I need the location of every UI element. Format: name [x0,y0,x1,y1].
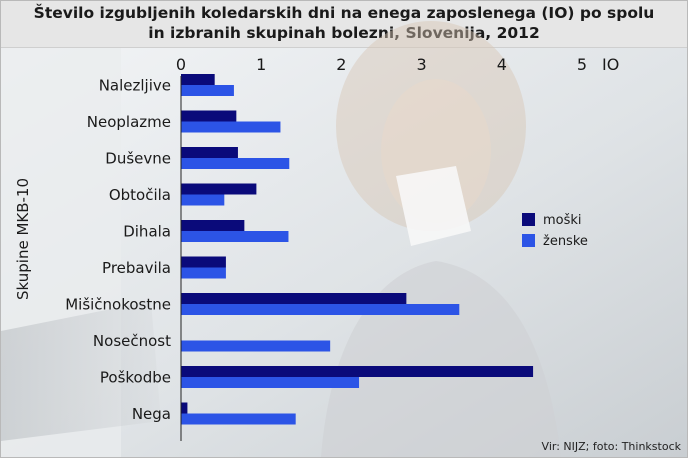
category-label: Nosečnost [93,332,171,350]
category-label: Nega [132,405,171,423]
chart-title-line-2: in izbranih skupinah bolezni, Slovenija,… [148,24,540,42]
category-label: Prebavila [102,259,171,277]
legend-label-zenske: ženske [543,234,588,249]
category-label: Poškodbe [100,369,171,387]
bar-moski [181,183,257,195]
category-label: Mišičnokostne [65,296,171,314]
x-axis-ticks: 0 1 2 3 4 5 [176,55,587,74]
source-note: Vir: NIJZ; foto: Thinkstock [541,440,681,453]
x-tick-label-2: 2 [336,55,346,74]
bar-moski [181,74,215,85]
bar-moski [181,366,534,377]
bar-zenske [181,231,289,242]
category-labels: Nalezljive Neoplazme Duševne Obtočila Dihala… [65,77,171,424]
x-tick-label-4: 4 [497,55,507,74]
chart-title-line-1: Število izgubljenih koledarskih dni na e… [33,4,655,22]
x-axis-title-group: IO [602,55,619,74]
bar-zenske [181,194,225,206]
category-label: Duševne [105,150,171,168]
bar-zenske [181,340,331,352]
bar-zenske [181,304,460,315]
bar-zenske [181,413,296,425]
x-axis-title: IO [602,55,619,74]
title-bar: Število izgubljenih koledarskih dni na e… [1,1,687,48]
bar-moski [181,293,407,304]
legend-label-moski: moški [543,213,582,228]
category-label: Nalezljive [99,77,171,95]
bar-marks [181,74,534,425]
category-label: Dihala [123,223,171,241]
bar-zenske [181,121,281,133]
x-tick-label-0: 0 [176,55,186,74]
x-tick-label-5: 5 [577,55,587,74]
bar-moski [181,402,188,414]
bar-zenske [181,377,360,388]
category-label: Neoplazme [87,113,171,131]
x-tick-label-3: 3 [417,55,427,74]
y-axis-title-group: Skupine MKB-10 [14,178,32,300]
bar-zenske [181,158,290,169]
legend: moški ženske [522,213,588,249]
legend-swatch-moski [522,213,535,226]
bar-moski [181,220,245,231]
bar-moski [181,256,226,268]
y-axis-title: Skupine MKB-10 [14,178,32,300]
bar-zenske [181,267,226,279]
bar-moski [181,147,238,158]
bar-moski [181,110,237,122]
category-label: Obtočila [109,186,171,204]
x-tick-label-1: 1 [256,55,266,74]
legend-swatch-zenske [522,234,535,247]
bar-zenske [181,85,234,96]
